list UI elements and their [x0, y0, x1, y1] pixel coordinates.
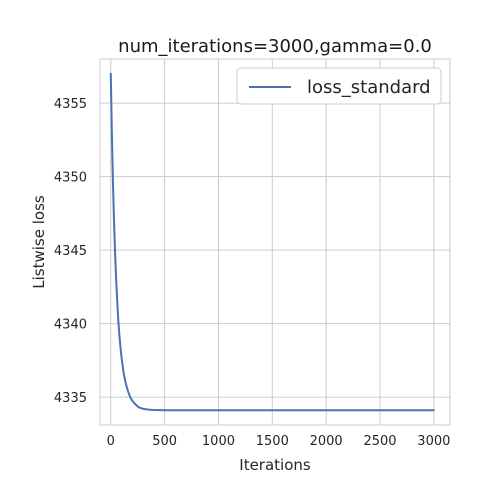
- series-line-loss-standard: [109, 72, 435, 412]
- y-tick-label: 4335: [54, 391, 87, 406]
- x-tick-label: 3000: [417, 434, 450, 449]
- x-tick-label: 500: [152, 434, 177, 449]
- y-tick-label: 4340: [54, 318, 87, 333]
- legend: loss_standard: [236, 67, 442, 105]
- x-axis-label: Iterations: [239, 456, 311, 474]
- x-axis-ticks: 0 500 1000 1500 2000 2500 3000: [107, 434, 451, 449]
- y-axis-label: Listwise loss: [30, 195, 48, 289]
- series-group: [109, 72, 435, 412]
- grid: [100, 59, 450, 425]
- plot-area: [100, 59, 450, 425]
- chart-title: num_iterations=3000,gamma=0.0: [118, 36, 432, 57]
- x-tick-label: 2500: [363, 434, 396, 449]
- x-tick-label: 1000: [202, 434, 235, 449]
- legend-entry-loss-standard: loss_standard: [307, 77, 431, 98]
- y-tick-label: 4350: [54, 171, 87, 186]
- y-tick-label: 4355: [54, 97, 87, 112]
- x-tick-label: 0: [107, 434, 115, 449]
- y-axis-ticks: 4335 4340 4345 4350 4355: [54, 97, 87, 406]
- x-tick-label: 1500: [256, 434, 289, 449]
- legend-box: [236, 67, 442, 105]
- plot-frame: [99, 58, 451, 426]
- y-tick-label: 4345: [54, 244, 87, 259]
- x-tick-label: 2000: [310, 434, 343, 449]
